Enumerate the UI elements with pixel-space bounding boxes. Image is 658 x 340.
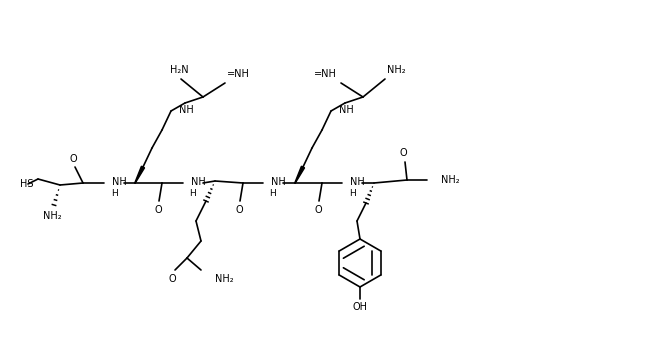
Text: NH₂: NH₂ [43, 211, 61, 221]
Polygon shape [295, 166, 305, 183]
Text: =NH: =NH [227, 69, 250, 79]
Text: NH: NH [350, 177, 365, 187]
Text: O: O [168, 274, 176, 284]
Text: H: H [111, 189, 117, 199]
Polygon shape [135, 166, 145, 183]
Text: NH: NH [339, 105, 354, 115]
Text: H₂N: H₂N [170, 65, 188, 75]
Text: H: H [190, 189, 196, 199]
Text: =NH: =NH [314, 69, 337, 79]
Text: NH: NH [112, 177, 127, 187]
Text: NH: NH [271, 177, 286, 187]
Text: O: O [399, 148, 407, 158]
Text: O: O [69, 154, 77, 164]
Text: NH₂: NH₂ [441, 175, 460, 185]
Text: O: O [314, 205, 322, 215]
Text: NH: NH [179, 105, 193, 115]
Text: H: H [270, 189, 276, 199]
Text: HS: HS [20, 179, 34, 189]
Text: NH: NH [191, 177, 206, 187]
Text: O: O [154, 205, 162, 215]
Text: NH₂: NH₂ [387, 65, 405, 75]
Text: OH: OH [353, 302, 368, 312]
Text: H: H [349, 189, 355, 199]
Text: NH₂: NH₂ [215, 274, 234, 284]
Text: O: O [235, 205, 243, 215]
